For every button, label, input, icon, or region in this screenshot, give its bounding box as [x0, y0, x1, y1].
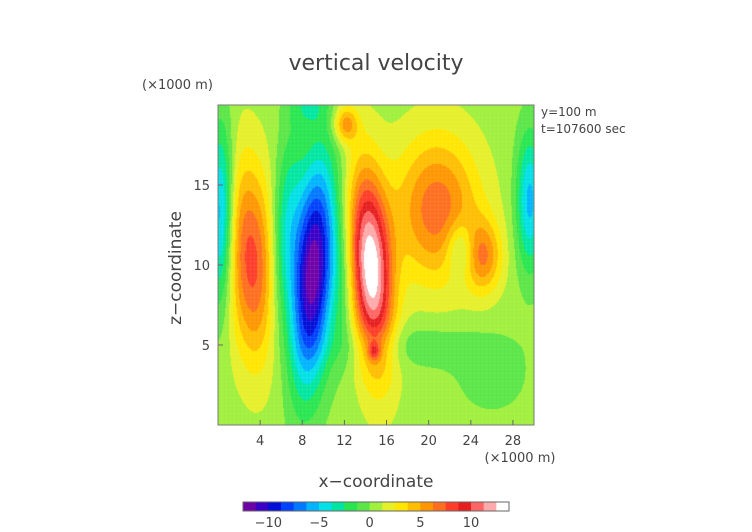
x-tick-label: 4 — [256, 434, 264, 449]
colorbar-swatch — [407, 502, 421, 511]
plot-area — [217, 104, 535, 426]
y-axis-ticks: 5 10 15 — [193, 179, 223, 354]
colorbar-tick-label: 0 — [366, 516, 374, 531]
colorbar-swatch — [395, 502, 409, 511]
colorbar-swatch — [331, 502, 345, 511]
colorbar-swatch — [458, 502, 472, 511]
y-axis-unit: (×1000 m) — [142, 78, 213, 93]
colorbar-tick-label: −5 — [309, 516, 328, 531]
colorbar-swatch — [255, 502, 269, 511]
colorbar-tick-label: 10 — [463, 516, 480, 531]
colorbar: −10 −5 0 5 10 — [242, 501, 510, 531]
colorbar-swatch — [293, 502, 307, 511]
colorbar-swatch — [281, 502, 295, 511]
colorbar-swatch — [344, 502, 358, 511]
colorbar-swatch — [382, 502, 396, 511]
colorbar-swatch — [319, 502, 333, 511]
y-tick-label: 5 — [202, 339, 210, 354]
heatmap-image — [218, 105, 534, 425]
colorbar-swatch — [471, 502, 485, 511]
annotation-time: t=107600 sec — [541, 122, 626, 136]
colorbar-swatch — [357, 502, 371, 511]
colorbar-swatch — [420, 502, 434, 511]
y-tick-label: 10 — [193, 259, 210, 274]
colorbar-swatch — [496, 502, 510, 511]
x-tick-label: 28 — [505, 434, 522, 449]
colorbar-tick-label: −10 — [255, 516, 282, 531]
colorbar-swatch — [268, 502, 282, 511]
colorbar-tick-label: 5 — [416, 516, 424, 531]
chart-title: vertical velocity — [288, 51, 463, 76]
colorbar-swatch — [243, 502, 257, 511]
colorbar-swatch — [445, 502, 459, 511]
colorbar-swatch — [369, 502, 383, 511]
x-tick-label: 12 — [336, 434, 353, 449]
x-tick-label: 20 — [420, 434, 437, 449]
y-axis-label: z−coordinate — [166, 211, 186, 325]
x-axis-unit: (×1000 m) — [485, 451, 556, 466]
y-tick-label: 15 — [193, 179, 210, 194]
x-tick-label: 16 — [378, 434, 395, 449]
x-tick-label: 8 — [298, 434, 306, 449]
colorbar-swatch — [306, 502, 320, 511]
x-tick-label: 24 — [463, 434, 480, 449]
x-axis-label: x−coordinate — [319, 472, 434, 492]
colorbar-swatch — [433, 502, 447, 511]
colorbar-frame — [242, 501, 510, 512]
annotation-y: y=100 m — [541, 105, 597, 119]
colorbar-swatch — [483, 502, 497, 511]
x-axis-ticks: 4 8 12 16 20 24 28 — [256, 420, 521, 449]
